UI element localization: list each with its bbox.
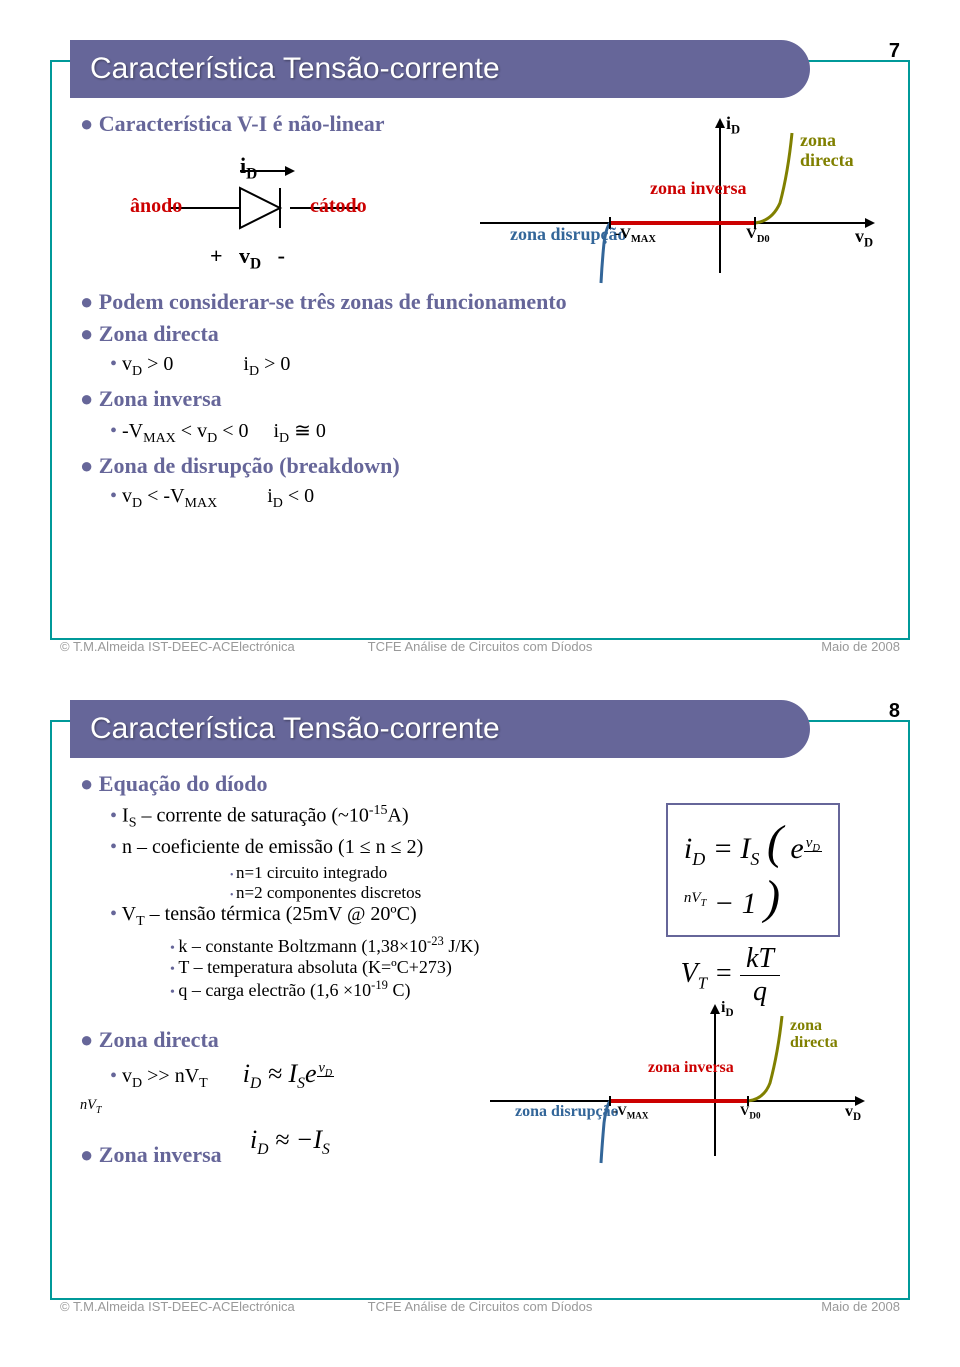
- n-line: n – coeficiente de emissão (1 ≤ n ≤ 2): [110, 836, 520, 859]
- slide7-content: Característica V-I é não-linear iD: [80, 105, 890, 640]
- slide-8: 8 Característica Tensão-corrente Equação…: [30, 680, 930, 1320]
- eq-reverse: iD ≈ −IS: [250, 1125, 330, 1159]
- slide-title: Característica Tensão-corrente: [70, 40, 810, 98]
- bullet-zona-inversa-cond: -VMAX < vD < 0 iD ≅ 0: [110, 418, 890, 447]
- slide8-content: Equação do díodo IS – corrente de satura…: [80, 765, 890, 1300]
- slide-7: 7 Característica Tensão-corrente Caracte…: [30, 20, 930, 660]
- is-line: IS – corrente de saturação (~10-15A): [110, 803, 520, 832]
- n2-line: n=2 componentes discretos: [230, 883, 520, 903]
- footer-right: Maio de 2008: [821, 1299, 900, 1314]
- slide-title: Característica Tensão-corrente: [70, 700, 810, 758]
- diode-equation: iD = IS ( evDnVT − 1 ): [666, 803, 840, 937]
- n1-line: n=1 circuito integrado: [230, 863, 520, 883]
- bullet-zona-disrupcao-cond: vD < -VMAX iD < 0: [110, 485, 890, 512]
- bullet-zona-disrupcao: Zona de disrupção (breakdown): [80, 453, 890, 479]
- footer-center: TCFE Análise de Circuitos com Díodos: [30, 639, 930, 654]
- cathode-label: cátodo: [310, 195, 367, 218]
- footer-center: TCFE Análise de Circuitos com Díodos: [30, 1299, 930, 1314]
- bullet-zona-directa-8: Zona directa: [80, 1027, 460, 1053]
- bullet-zona-directa: Zona directa: [80, 321, 890, 347]
- t-line: T – temperatura absoluta (K=ºC+273): [170, 957, 520, 978]
- footer-right: Maio de 2008: [821, 639, 900, 654]
- bullet-equacao: Equação do díodo: [80, 771, 890, 797]
- k-line: k – constante Boltzmann (1,38×10-23 J/K): [170, 934, 520, 957]
- anode-label: ânodo: [130, 195, 182, 218]
- vt-line: VT – tensão térmica (25mV @ 20ºC): [110, 903, 520, 930]
- q-line: q – carga electrão (1,6 ×10-19 C): [170, 978, 520, 1001]
- bullet-zona-inversa: Zona inversa: [80, 386, 890, 412]
- vd-nvt: vD >> nVT: [110, 1065, 208, 1092]
- bullet-zona-directa-cond: vD > 0 iD > 0: [110, 353, 890, 380]
- iv-graph-small: iD vD zona directa zona inversa zona dis…: [470, 1001, 870, 1171]
- iv-graph: iD vD zona directa zona inversa zona dis…: [460, 113, 880, 293]
